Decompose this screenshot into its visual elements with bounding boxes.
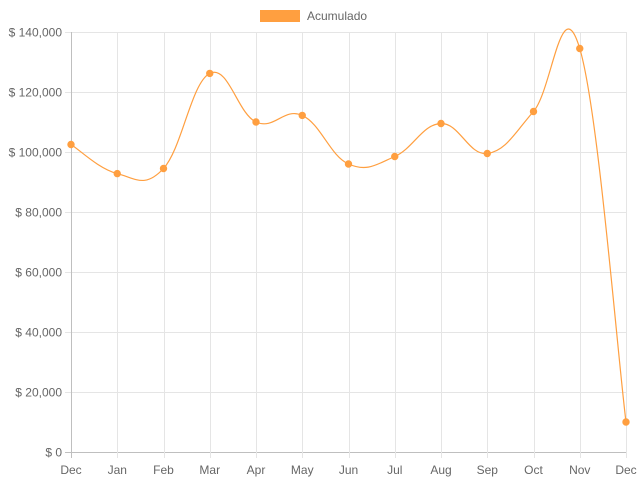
- axes: $ 0 $ 20,000 $ 40,000 $ 60,000 $ 80,000 $ 100…: [9, 26, 637, 478]
- x-tick-label: Oct: [524, 463, 543, 477]
- y-tick-label: $ 80,000: [15, 206, 62, 220]
- x-tick-label: Mar: [199, 463, 220, 477]
- legend-swatch[interactable]: [260, 10, 300, 22]
- data-point[interactable]: [206, 69, 214, 78]
- data-point[interactable]: [437, 119, 445, 128]
- x-tick-label: Jun: [339, 463, 358, 477]
- x-tick-label: Sep: [477, 463, 499, 477]
- x-tick-label: Dec: [60, 463, 81, 477]
- x-tick-label: Feb: [153, 463, 174, 477]
- x-tick-label: Nov: [569, 463, 590, 477]
- legend-label[interactable]: Acumulado: [307, 9, 367, 23]
- data-point[interactable]: [113, 169, 121, 178]
- x-tick-label: Apr: [247, 463, 266, 477]
- grid: [65, 32, 627, 458]
- data-point[interactable]: [159, 164, 168, 173]
- y-tick-label: $ 20,000: [15, 386, 62, 400]
- series-acumulado: [70, 28, 627, 423]
- x-tick-label: Dec: [615, 463, 636, 477]
- y-tick-label: $ 60,000: [15, 266, 62, 280]
- data-points: [67, 44, 630, 426]
- legend[interactable]: Acumulado: [260, 9, 367, 23]
- data-point[interactable]: [483, 149, 491, 158]
- x-tick-label: Jul: [387, 463, 402, 477]
- data-point[interactable]: [67, 140, 75, 149]
- data-point[interactable]: [298, 111, 306, 120]
- y-tick-label: $ 100,000: [9, 146, 63, 160]
- y-tick-label: $ 0: [45, 446, 62, 460]
- y-tick-label: $ 140,000: [9, 26, 63, 40]
- series-line: [70, 28, 627, 423]
- data-point[interactable]: [252, 118, 260, 126]
- x-tick-label: Jan: [108, 463, 127, 477]
- data-point[interactable]: [576, 44, 584, 53]
- data-point[interactable]: [344, 160, 353, 168]
- data-point[interactable]: [622, 418, 630, 426]
- y-tick-label: $ 40,000: [15, 326, 62, 340]
- x-tick-label: May: [291, 463, 314, 477]
- x-tick-label: Aug: [430, 463, 451, 477]
- data-point[interactable]: [529, 107, 538, 116]
- data-point[interactable]: [391, 152, 399, 161]
- y-tick-label: $ 120,000: [9, 86, 63, 100]
